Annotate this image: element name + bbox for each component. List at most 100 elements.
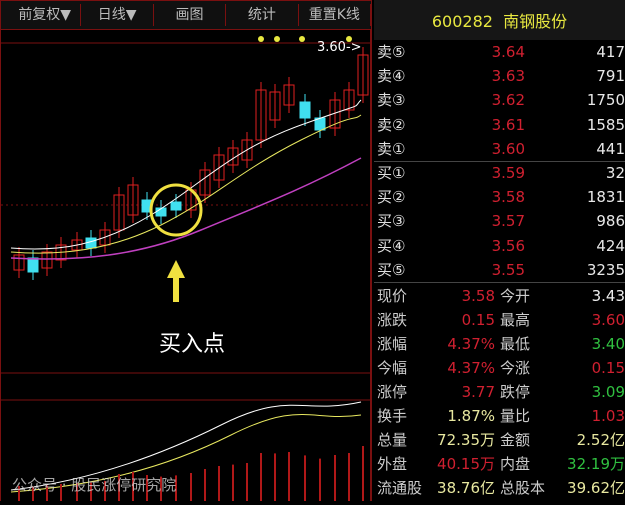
stock-name: 南钢股份: [503, 12, 568, 31]
stat-value: 3.40: [591, 335, 625, 353]
signal-dots: [258, 36, 352, 42]
level-volume: 32: [605, 164, 625, 182]
stat-value: 4.37%: [447, 359, 495, 377]
level-label: 买③: [377, 212, 406, 231]
stock-title: 600282 南钢股份: [374, 0, 625, 40]
level-volume: 986: [596, 212, 625, 231]
level-price: 3.61: [491, 115, 525, 134]
level-label: 卖②: [377, 115, 406, 134]
level-label: 买④: [377, 236, 406, 255]
signal-dot: [258, 36, 264, 42]
stat-value: 32.19万: [567, 455, 625, 473]
buy-point-label: 买入点: [159, 332, 226, 357]
reset-kline-button[interactable]: 重置K线: [299, 4, 372, 26]
stats-button[interactable]: 统计: [226, 4, 299, 26]
stat-value: 2.52亿: [576, 431, 625, 449]
stat-label: 现价: [377, 287, 408, 305]
draw-button[interactable]: 画图: [154, 4, 227, 26]
stat-row: 涨停 3.77 跌停 3.09: [374, 380, 625, 404]
level-label: 卖④: [377, 67, 406, 86]
stat-value: 3.60: [591, 311, 625, 329]
level-label: 卖①: [377, 139, 406, 158]
level-price: 3.55: [491, 260, 525, 279]
stat-label: 流通股: [377, 479, 423, 497]
level-price: 3.58: [491, 188, 525, 207]
stat-row: 外盘 40.15万 内盘 32.19万: [374, 452, 625, 476]
level-volume: 1831: [586, 188, 625, 207]
ma-line-yellow: [10, 114, 362, 254]
stat-row: 换手 1.87% 量比 1.03: [374, 404, 625, 428]
stat-value: 72.35万: [437, 431, 495, 449]
stat-value: 3.43: [591, 287, 625, 305]
stat-row: 总量 72.35万 金额 2.52亿: [374, 428, 625, 452]
orderbook-row[interactable]: 卖① 3.60 441: [374, 137, 625, 161]
stat-label: 跌停: [500, 383, 531, 401]
level-price: 3.59: [491, 164, 525, 182]
orderbook-row[interactable]: 卖③ 3.62 1750: [374, 88, 625, 112]
level-volume: 791: [596, 67, 625, 86]
stat-label: 今涨: [500, 359, 531, 377]
stat-label: 今幅: [377, 359, 408, 377]
level-volume: 417: [596, 43, 625, 61]
stat-label: 总量: [377, 431, 408, 449]
level-label: 卖③: [377, 91, 406, 110]
orderbook-row[interactable]: 卖② 3.61 1585: [374, 113, 625, 137]
stat-row: 涨跌 0.15 最高 3.60: [374, 308, 625, 332]
orderbook-row[interactable]: 买④ 3.56 424: [374, 234, 625, 258]
stat-value: 40.15万: [437, 455, 495, 473]
orderbook-row[interactable]: 卖④ 3.63 791: [374, 64, 625, 88]
stat-label: 今开: [500, 287, 531, 305]
stat-label: 金额: [500, 431, 531, 449]
stat-value: 3.09: [591, 383, 625, 401]
level-price: 3.62: [491, 91, 525, 110]
orderbook-row[interactable]: 买② 3.58 1831: [374, 185, 625, 209]
orderbook-row[interactable]: 卖⑤ 3.64 417: [374, 40, 625, 64]
level-price: 3.64: [491, 43, 525, 61]
stat-label: 总股本: [500, 479, 546, 497]
orderbook-row[interactable]: 买⑤ 3.55 3235: [374, 258, 625, 282]
stat-row: 现价 3.58 今开 3.43: [374, 284, 625, 308]
stat-label: 涨幅: [377, 335, 408, 353]
stat-label: 量比: [500, 407, 531, 425]
stat-label: 最高: [500, 311, 531, 329]
stat-label: 涨跌: [377, 311, 408, 329]
stock-code: 600282: [431, 12, 493, 31]
stat-value: 38.76亿: [437, 479, 495, 497]
stat-row: 今幅 4.37% 今涨 0.15: [374, 356, 625, 380]
orderbook-row[interactable]: 买① 3.59 32: [374, 161, 625, 185]
stat-row: 涨幅 4.37% 最低 3.40: [374, 332, 625, 356]
highlight-circle: [149, 183, 203, 237]
level-price: 3.56: [491, 236, 525, 255]
stat-value: 1.87%: [447, 407, 495, 425]
arrow-up-icon: [167, 260, 185, 302]
level-volume: 441: [596, 139, 625, 158]
level-volume: 3235: [586, 260, 625, 279]
stat-label: 最低: [500, 335, 531, 353]
stat-value: 39.62亿: [567, 479, 625, 497]
stat-value: 4.37%: [447, 335, 495, 353]
stat-value: 0.15: [591, 359, 625, 377]
orderbook-row[interactable]: 买③ 3.57 986: [374, 209, 625, 233]
stat-label: 换手: [377, 407, 408, 425]
ma-line-white: [10, 99, 362, 250]
level-volume: 1585: [586, 115, 625, 134]
kline-chart[interactable]: 3.60-> 买入点: [0, 30, 372, 501]
indicator-line-white: [10, 401, 362, 491]
level-price: 3.60: [491, 139, 525, 158]
stat-label: 外盘: [377, 455, 408, 473]
level-label: 买②: [377, 188, 406, 207]
signal-dot: [274, 36, 280, 42]
signal-dot: [299, 36, 305, 42]
level-label: 买⑤: [377, 260, 406, 279]
price-marker: 3.60->: [317, 40, 362, 55]
ma-line-purple: [10, 157, 362, 260]
signal-dot: [346, 36, 352, 42]
period-dropdown[interactable]: 日线▼: [81, 4, 154, 26]
level-price: 3.57: [491, 212, 525, 231]
divider: [374, 161, 625, 162]
divider: [374, 282, 625, 283]
level-label: 卖⑤: [377, 43, 406, 61]
level-label: 买①: [377, 164, 406, 182]
stat-label: 内盘: [500, 455, 531, 473]
adjust-dropdown[interactable]: 前复权▼: [9, 4, 82, 26]
